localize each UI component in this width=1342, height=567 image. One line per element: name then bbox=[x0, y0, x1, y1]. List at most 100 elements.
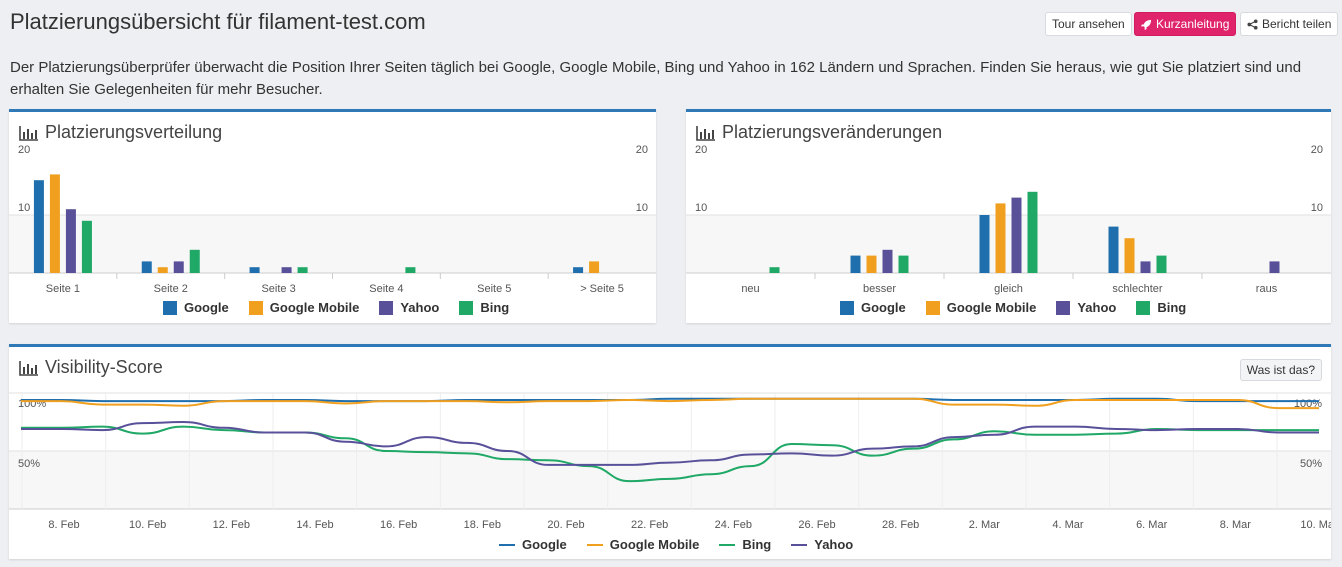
changes-legend: Google Google Mobile Yahoo Bing bbox=[840, 300, 1186, 315]
panel-title-distribution: Platzierungsverteilung bbox=[19, 122, 222, 143]
bar-bing-seite-3 bbox=[297, 267, 308, 273]
line-bing bbox=[21, 425, 1319, 483]
bar-yahoo-schlechter bbox=[1140, 261, 1151, 273]
x-tick-label: 18. Feb bbox=[464, 519, 501, 531]
legend-swatch bbox=[791, 543, 808, 546]
x-tick-label: 20. Feb bbox=[547, 519, 584, 531]
bar-google-seite-1 bbox=[33, 180, 44, 273]
line-google-mobile bbox=[21, 397, 1319, 410]
y-tick-label-left: 10 bbox=[695, 202, 707, 214]
legend-swatch bbox=[1136, 300, 1151, 315]
legend-swatch bbox=[499, 543, 515, 546]
x-tick-label: 22. Feb bbox=[631, 519, 668, 531]
legend-label: Bing bbox=[1157, 300, 1187, 315]
bar-google-seite-2 bbox=[141, 261, 152, 273]
distribution-legend: Google Google Mobile Yahoo Bing bbox=[163, 300, 509, 315]
x-tick-label: 14. Feb bbox=[296, 519, 333, 531]
legend-item-bing[interactable]: Bing bbox=[1136, 300, 1186, 315]
x-tick-label: 4. Mar bbox=[1052, 519, 1084, 531]
legend-label: Google Mobile bbox=[946, 300, 1037, 315]
y-tick-label-right: 20 bbox=[636, 144, 648, 156]
plot-band bbox=[686, 215, 1331, 273]
x-tick-label: 6. Mar bbox=[1136, 519, 1168, 531]
legend-item-yahoo[interactable]: Yahoo bbox=[1056, 300, 1116, 315]
bar-bing-schlechter bbox=[1156, 255, 1167, 273]
x-tick-label: 12. Feb bbox=[213, 519, 250, 531]
bar-google-mobile-seite-2 bbox=[157, 267, 168, 273]
bar-google-gleich bbox=[979, 215, 990, 273]
legend-swatch bbox=[1056, 300, 1071, 315]
y-tick-label-left: 10 bbox=[18, 202, 30, 214]
distribution-chart: 10 10 20 20 Seite 1 Seite 2 Seite 3 Seite 4 Seit… bbox=[9, 144, 656, 295]
share-report-button-label: Bericht teilen bbox=[1262, 17, 1332, 31]
bar-google-seite-5 bbox=[573, 267, 584, 273]
y-tick-label-left: 20 bbox=[18, 144, 30, 156]
bar-bing-besser bbox=[898, 255, 909, 273]
panel-title-changes-label: Platzierungsveränderungen bbox=[722, 122, 943, 142]
legend-item-google[interactable]: Google bbox=[499, 537, 567, 552]
legend-item-yahoo[interactable]: Yahoo bbox=[791, 537, 853, 552]
x-tick-label: 2. Mar bbox=[969, 519, 1001, 531]
x-tick-label: neu bbox=[741, 283, 759, 295]
x-tick-label: Seite 5 bbox=[477, 283, 511, 295]
y-tick-label-right: 50% bbox=[1300, 458, 1322, 470]
line-yahoo bbox=[21, 420, 1319, 466]
y-tick-label-right: 20 bbox=[1311, 144, 1323, 156]
legend-label: Google bbox=[861, 300, 906, 315]
x-tick-label: besser bbox=[863, 283, 896, 295]
what-is-this-label: Was ist das? bbox=[1246, 363, 1315, 377]
legend-swatch bbox=[163, 300, 177, 315]
legend-swatch bbox=[719, 543, 736, 546]
legend-item-bing[interactable]: Bing bbox=[459, 300, 509, 315]
what-is-this-button[interactable]: Was ist das? bbox=[1239, 359, 1322, 381]
bar-yahoo-gleich bbox=[1011, 197, 1022, 273]
intro-text: Der Platzierungsüberprüfer überwacht die… bbox=[10, 59, 1302, 98]
bar-chart-icon bbox=[19, 360, 39, 376]
quick-guide-button[interactable]: Kurzanleitung bbox=[1134, 12, 1237, 36]
legend-swatch bbox=[459, 300, 474, 315]
legend-swatch bbox=[586, 543, 603, 546]
bar-chart-icon bbox=[19, 125, 39, 141]
bar-yahoo-raus bbox=[1269, 261, 1280, 273]
bar-yahoo-seite-3 bbox=[281, 267, 292, 273]
x-tick-label: 8. Feb bbox=[48, 519, 79, 531]
y-tick-label-right: 10 bbox=[636, 202, 648, 214]
y-tick-label-left: 50% bbox=[18, 458, 40, 470]
x-tick-label: Seite 4 bbox=[369, 283, 403, 295]
legend-item-yahoo[interactable]: Yahoo bbox=[379, 300, 439, 315]
bar-bing-seite-4 bbox=[405, 267, 416, 273]
visibility-legend: Google Google Mobile Bing Yahoo bbox=[499, 537, 853, 552]
changes-chart: 10 10 20 20 neu besser gleich schlechter raus bbox=[686, 144, 1331, 295]
bar-bing-neu bbox=[769, 267, 780, 273]
legend-item-bing[interactable]: Bing bbox=[719, 537, 771, 552]
share-report-button[interactable]: Bericht teilen bbox=[1240, 12, 1339, 36]
plot-band bbox=[9, 451, 1331, 509]
share-icon bbox=[1247, 18, 1258, 30]
x-tick-label: 8. Mar bbox=[1220, 519, 1252, 531]
y-tick-label-right: 10 bbox=[1311, 202, 1323, 214]
legend-item-google[interactable]: Google bbox=[840, 300, 906, 315]
bar-google-besser bbox=[850, 255, 861, 273]
x-tick-label: 10. Mar bbox=[1300, 519, 1331, 531]
legend-item-google[interactable]: Google bbox=[163, 300, 229, 315]
bar-google-mobile-besser bbox=[866, 255, 877, 273]
x-tick-label: Seite 1 bbox=[46, 283, 80, 295]
bar-google-mobile-schlechter bbox=[1124, 238, 1135, 273]
tour-button[interactable]: Tour ansehen bbox=[1045, 12, 1132, 36]
x-tick-label: 10. Feb bbox=[129, 519, 166, 531]
bar-google-mobile-seite-5 bbox=[589, 261, 600, 273]
ranking-distribution-panel: Platzierungsverteilung 10 10 20 20 Seite 1 Se… bbox=[9, 109, 656, 323]
x-tick-label: 28. Feb bbox=[882, 519, 919, 531]
x-tick-label: raus bbox=[1256, 283, 1278, 295]
legend-label: Bing bbox=[480, 300, 510, 315]
x-tick-label: 26. Feb bbox=[798, 519, 835, 531]
legend-item-google-mobile[interactable]: Google Mobile bbox=[586, 537, 699, 552]
x-tick-label: Seite 2 bbox=[154, 283, 188, 295]
y-tick-label-left: 20 bbox=[695, 144, 707, 156]
x-tick-label: 16. Feb bbox=[380, 519, 417, 531]
legend-item-google-mobile[interactable]: Google Mobile bbox=[248, 300, 359, 315]
legend-label: Yahoo bbox=[814, 537, 854, 552]
visibility-chart: 8. Feb 10. Feb 12. Feb 14. Feb 16. Feb 18. Fe… bbox=[9, 392, 1331, 531]
legend-item-google-mobile[interactable]: Google Mobile bbox=[925, 300, 1037, 315]
bar-bing-seite-1 bbox=[81, 220, 92, 273]
